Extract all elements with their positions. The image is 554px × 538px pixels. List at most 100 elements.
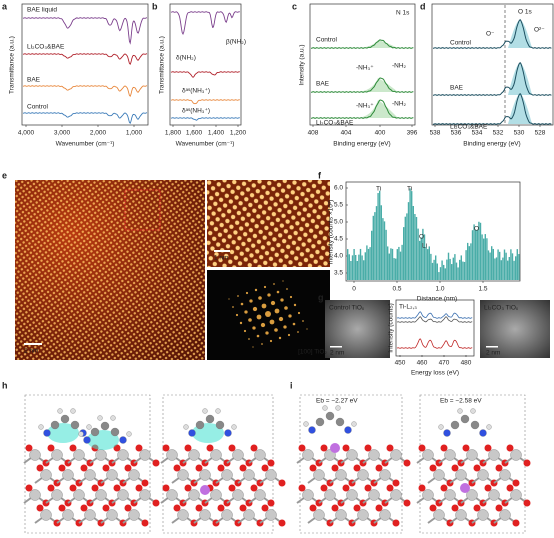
fft-spot [267, 293, 271, 297]
axes [345, 181, 521, 282]
profile-bar [359, 248, 362, 280]
o-atom [80, 464, 88, 472]
annotation: δᵃˢ(NH₃⁺) [182, 88, 210, 95]
profile-bar [494, 258, 496, 280]
profile-bar [468, 246, 470, 280]
molecule-atom [90, 427, 100, 437]
profile-bar [404, 216, 406, 280]
o-atom [162, 484, 170, 492]
molecule-atom [308, 426, 316, 434]
o-atom [331, 464, 339, 472]
ti-atom [324, 489, 336, 501]
o-atom [342, 444, 350, 452]
profile-bar [396, 249, 398, 280]
legend-label: Li₂CO₃&BAE [27, 44, 65, 51]
fit-area [508, 94, 532, 124]
panel-label: c [292, 1, 297, 11]
molecule-atom [183, 424, 189, 430]
curve [22, 85, 148, 98]
profile-bar [467, 242, 469, 280]
fft-spot [254, 288, 258, 292]
x-tick-label: 4,000 [18, 130, 35, 137]
fft-spot [263, 285, 267, 289]
profile-bar [401, 244, 403, 280]
o-atom [69, 444, 77, 452]
fft-spot [240, 302, 244, 306]
o-atom [473, 464, 481, 472]
molecule-atom [195, 420, 205, 430]
molecule-atom [119, 436, 127, 444]
series-label: Control [316, 37, 338, 44]
panel-label: h [2, 380, 8, 390]
profile-bar [455, 262, 458, 280]
profile-bar [510, 249, 512, 280]
o-atom [58, 504, 66, 512]
panel-label: b [152, 1, 158, 11]
x-tick-label: 534 [472, 130, 483, 137]
o-atom [320, 484, 328, 492]
x-tick-label: 480 [461, 360, 472, 367]
annotation: -NH₂ [392, 101, 407, 108]
profile-bar [423, 234, 426, 280]
o-atom [320, 444, 328, 452]
profile-bar [379, 190, 381, 280]
ti-atom [139, 489, 151, 501]
ti-atom [488, 449, 500, 461]
profile-bar [395, 258, 397, 280]
o-atom [217, 504, 225, 512]
profile-bar [367, 248, 370, 280]
fft-spot [278, 316, 284, 322]
ti-atom [221, 509, 233, 521]
o-atom [124, 464, 132, 472]
profile-bar [459, 259, 461, 280]
profile-bar [511, 253, 514, 280]
ti-atom [357, 469, 369, 481]
profile-bar [414, 214, 416, 280]
o-atom [135, 484, 143, 492]
ti-atom [313, 509, 325, 521]
y-tick-label: 3.5 [334, 270, 343, 277]
molecule-atom [205, 414, 215, 424]
o-atom [418, 484, 426, 492]
series-label: Control [450, 40, 472, 47]
profile-bar [347, 249, 349, 280]
profile-bar [411, 191, 413, 280]
series-label: BAE [316, 81, 330, 88]
y-tick-label: 4.0 [334, 253, 343, 260]
x-tick-label: 1,000 [126, 130, 143, 137]
molecule-atom [438, 424, 444, 430]
fit-area [355, 100, 398, 118]
annotation: O [419, 234, 424, 241]
o-atom [451, 464, 459, 472]
panel-label: a [2, 1, 8, 11]
o-atom [162, 444, 170, 452]
image-title: Control TiOₓ [329, 305, 365, 312]
o-atom [331, 504, 339, 512]
o-atom [239, 504, 247, 512]
inset-label: [100] TiO₂ [298, 349, 327, 356]
o-atom [403, 499, 411, 507]
o-atom [69, 484, 77, 492]
fft-spot [252, 346, 254, 348]
profile-bar [430, 253, 432, 280]
curve [396, 338, 473, 349]
curve [433, 61, 552, 96]
ti-atom [221, 469, 233, 481]
o-atom [429, 504, 437, 512]
axes [169, 3, 242, 126]
profile-bar [369, 247, 371, 280]
fit-area [508, 20, 532, 48]
ti-atom [177, 509, 189, 521]
ti-atom [210, 449, 222, 461]
x-tick-label: 404 [341, 130, 352, 137]
ti-atom [302, 489, 314, 501]
curve [396, 316, 473, 323]
profile-bar [513, 260, 515, 280]
profile-bar [350, 260, 352, 280]
profile-bar [420, 237, 422, 280]
ti-atom [390, 449, 402, 461]
image-title: Li₂CO₃ TiOₓ [484, 305, 519, 312]
o-atom [429, 464, 437, 472]
ti-atom [477, 469, 489, 481]
